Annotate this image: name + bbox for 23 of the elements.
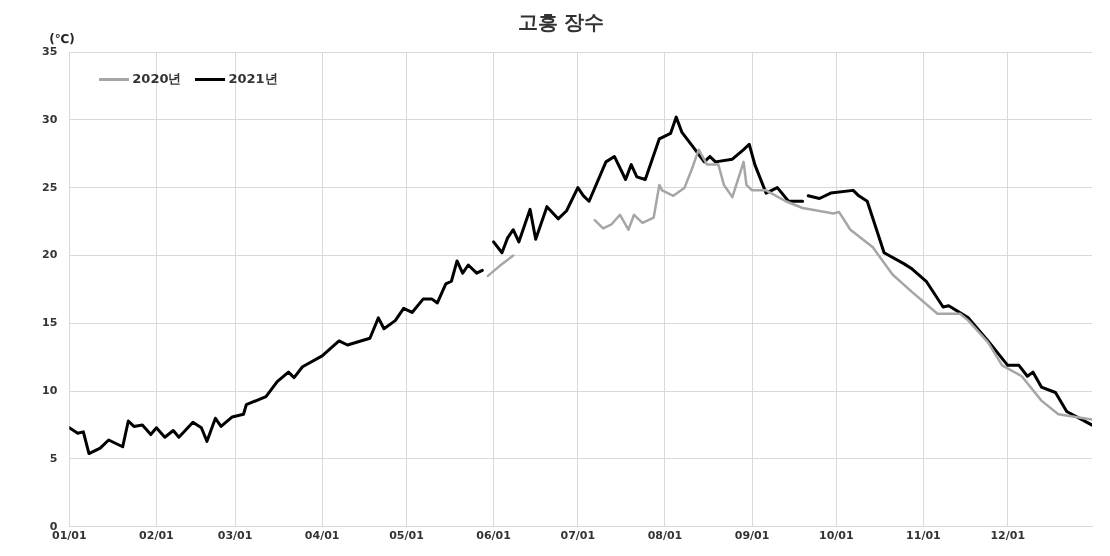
- y-tick-label: 20: [42, 248, 58, 262]
- x-tick-label: 07/01: [560, 529, 596, 543]
- x-tick-label: 10/01: [819, 529, 854, 543]
- legend-label: 2020년: [132, 70, 182, 88]
- x-tick-label: 01/01: [51, 529, 87, 543]
- x-tick-label: 05/01: [389, 529, 424, 543]
- x-tick-label: 06/01: [476, 529, 511, 543]
- x-tick-label: 12/01: [990, 529, 1026, 543]
- x-tick-label: 04/01: [304, 529, 340, 543]
- x-tick-label: 11/01: [906, 529, 941, 543]
- y-tick-label: 5: [49, 451, 58, 465]
- x-tick-label: 03/01: [217, 529, 253, 543]
- y-tick-label: 25: [42, 180, 58, 194]
- x-tick-label: 09/01: [734, 529, 770, 543]
- chart-title: 고흥 장수: [517, 10, 605, 35]
- y-tick-label: 35: [42, 44, 58, 58]
- legend-label: 2021년: [228, 70, 278, 88]
- x-tick-label: 02/01: [139, 529, 174, 543]
- x-tick-label: 08/01: [647, 529, 683, 543]
- y-tick-label: 15: [42, 316, 58, 330]
- y-tick-label: 10: [42, 384, 58, 397]
- y-tick-label: 30: [42, 112, 58, 126]
- y-axis-title: (℃): [49, 32, 75, 46]
